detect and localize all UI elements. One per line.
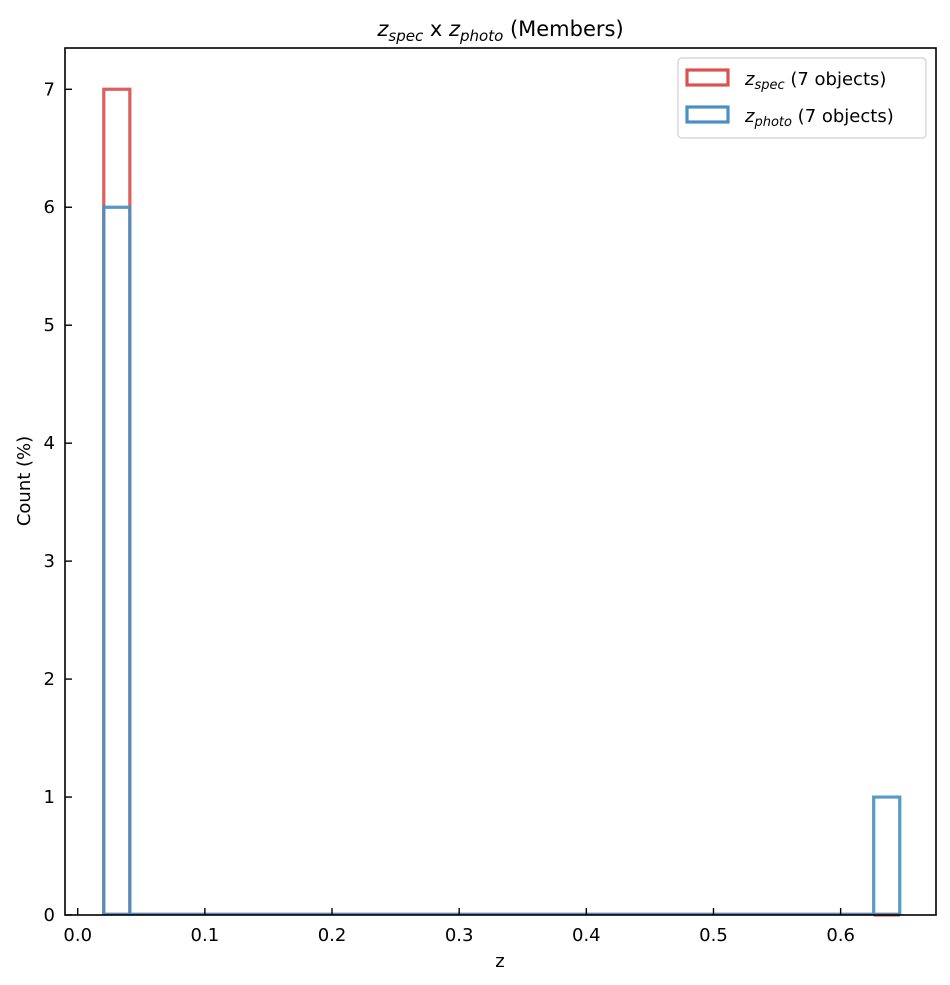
histogram-bar	[102, 205, 132, 915]
y-tick-label: 3	[44, 551, 55, 572]
y-axis-label: Count (%)	[14, 436, 35, 526]
histogram-bar	[872, 795, 902, 915]
x-tick-label: 0.3	[445, 925, 474, 946]
text-part: z	[448, 17, 461, 41]
x-axis-label: z	[495, 951, 504, 972]
title-text: zspec x zphoto (Members)	[376, 17, 623, 45]
legend-swatch-spec	[685, 68, 730, 87]
legend: zspec (7 objects)zphoto (7 objects)	[677, 57, 927, 139]
text-part: z	[744, 106, 755, 127]
x-tick-label: 0.4	[572, 925, 601, 946]
y-tick-label: 7	[44, 79, 55, 100]
text-part: photo	[459, 27, 503, 45]
x-tick-label: 0.6	[826, 925, 855, 946]
legend-box	[677, 57, 927, 139]
histogram-bar	[102, 87, 132, 915]
series-photo	[102, 205, 902, 916]
text-part: photo	[753, 115, 792, 130]
text-part: (Members)	[503, 17, 623, 41]
axes: 0.0 0.1 0.2 0.3 0.4 0.5 0.6 0 1 2 3 4 5 6 7	[44, 47, 937, 946]
plot-frame	[64, 47, 937, 916]
text-part: z	[744, 69, 755, 90]
text-part: x	[423, 17, 449, 41]
series-spec	[102, 87, 900, 917]
text-part: (7 objects)	[792, 106, 894, 127]
y-tick-label: 6	[44, 197, 55, 218]
y-tick-label: 5	[44, 315, 55, 336]
y-tick-label: 2	[44, 669, 55, 690]
text-part: z	[376, 17, 389, 41]
chart-title: zspec x zphoto (Members)	[376, 17, 623, 45]
y-tick-label: 1	[44, 787, 55, 808]
x-tick-label: 0.5	[699, 925, 728, 946]
legend-label-photo: zphoto (7 objects)	[744, 106, 894, 130]
y-tick-label: 4	[44, 433, 55, 454]
text-part: spec	[388, 27, 424, 45]
x-tick-label: 0.2	[318, 925, 347, 946]
legend-swatch-photo	[685, 105, 730, 124]
text-part: spec	[754, 78, 784, 93]
text-part: (7 objects)	[785, 69, 887, 90]
legend-label-spec: zspec (7 objects)	[744, 69, 886, 93]
x-tick-label: 0.0	[63, 925, 92, 946]
histogram-bars	[102, 87, 902, 917]
y-tick-label: 0	[44, 905, 55, 926]
x-tick-label: 0.1	[191, 925, 220, 946]
